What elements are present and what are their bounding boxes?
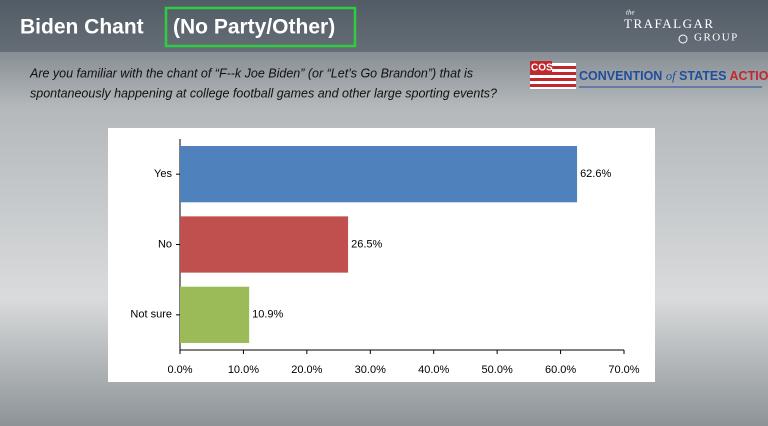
x-tick-label: 0.0% — [167, 364, 192, 376]
data-label: 26.5% — [351, 238, 382, 250]
bar — [180, 216, 349, 273]
question-line: spontaneously happening at college footb… — [30, 86, 497, 100]
y-tick-label: Not sure — [130, 309, 172, 321]
y-tick-label: Yes — [154, 168, 172, 180]
stripe — [530, 72, 576, 75]
logo-trafalgar: TRAFALGAR — [624, 16, 715, 31]
bar — [180, 146, 578, 203]
question-line: Are you familiar with the chant of “F--k… — [29, 66, 473, 80]
plot: 0.0% 10.0% 20.0% 30.0% 40.0% 50.0% 60.0% 70.0% Y… — [130, 139, 640, 376]
x-tick-label: 10.0% — [228, 364, 259, 376]
stripe — [530, 78, 576, 81]
cos-name: CONVENTION of STATES ACTION — [579, 69, 768, 83]
data-label: 62.6% — [580, 168, 611, 180]
cos-word: STATES — [679, 69, 726, 83]
cos-word: CONVENTION — [579, 69, 662, 83]
cos-word: of — [666, 69, 677, 83]
stripe — [530, 84, 576, 87]
x-tick-label: 30.0% — [355, 364, 386, 376]
title-band — [0, 0, 768, 52]
x-tick-label: 70.0% — [608, 364, 639, 376]
x-tick-label: 60.0% — [545, 364, 576, 376]
title-highlight: (No Party/Other) — [173, 16, 335, 39]
y-tick-label: No — [158, 238, 172, 250]
cos-box — [530, 61, 552, 73]
cos-word: ACTION — [730, 69, 768, 83]
cos-logo: COS CONVENTION of STATES ACTION — [530, 61, 768, 89]
data-label: 10.9% — [252, 309, 283, 321]
cos-mark: COS — [531, 63, 553, 74]
stripe — [530, 66, 576, 69]
title: Biden Chant — [20, 16, 144, 39]
highlight-box — [164, 6, 357, 48]
logo-the: the — [626, 9, 635, 17]
x-tick-label: 50.0% — [482, 364, 513, 376]
logo-compass — [678, 34, 688, 44]
x-tick-label: 20.0% — [291, 364, 322, 376]
bar — [180, 286, 250, 343]
x-tick-label: 40.0% — [418, 364, 449, 376]
logo-group: GROUP — [694, 32, 739, 44]
